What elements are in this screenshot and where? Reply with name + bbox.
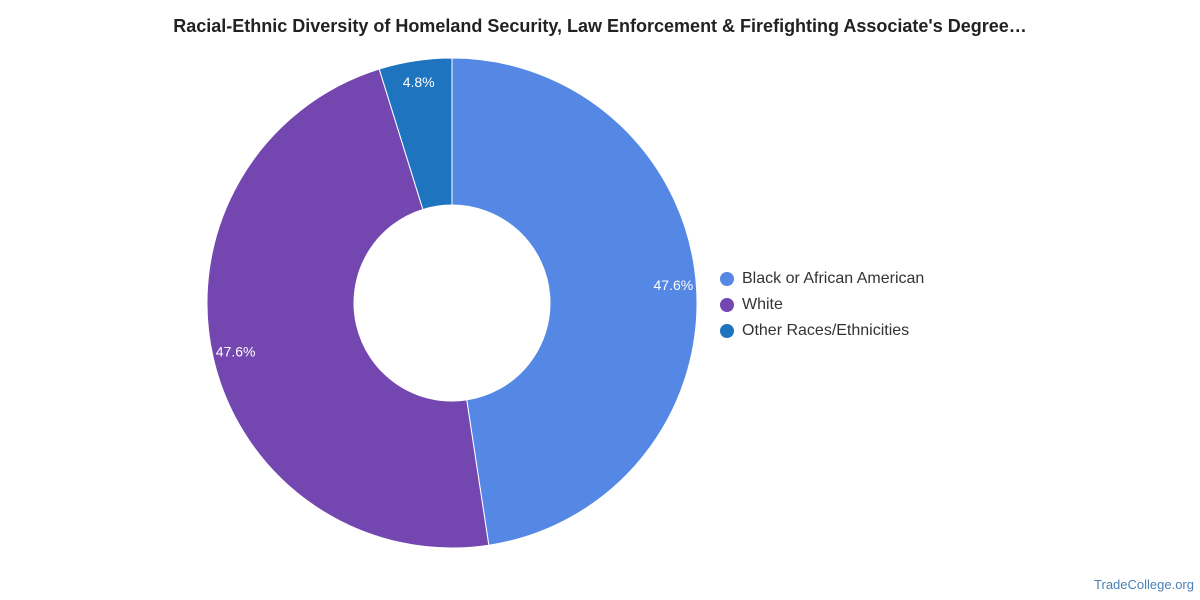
slice-value-label: 47.6% bbox=[216, 343, 256, 359]
legend-item-other-races-ethnicities[interactable]: Other Races/Ethnicities bbox=[720, 318, 924, 344]
donut-slice-black-or-african-american[interactable] bbox=[451, 57, 698, 546]
legend-label: Black or African American bbox=[742, 270, 925, 287]
slice-labels: 47.6% 47.6% 4.8% bbox=[216, 74, 693, 359]
legend-label: White bbox=[742, 296, 783, 313]
donut-slices bbox=[206, 57, 698, 549]
legend-swatch-icon bbox=[720, 324, 734, 338]
chart-title: Racial-Ethnic Diversity of Homeland Secu… bbox=[173, 16, 1027, 36]
source-credit-link[interactable]: TradeCollege.org bbox=[1094, 577, 1194, 592]
donut-slice-other-races-ethnicities[interactable] bbox=[378, 57, 453, 211]
donut-slice-white[interactable] bbox=[206, 68, 490, 549]
legend-swatch-icon bbox=[720, 272, 734, 286]
legend-item-black-or-african-american[interactable]: Black or African American bbox=[720, 266, 924, 292]
legend-item-white[interactable]: White bbox=[720, 292, 924, 318]
slice-value-label: 47.6% bbox=[654, 277, 694, 293]
slice-value-label: 4.8% bbox=[403, 74, 435, 90]
legend: Black or African American White Other Ra… bbox=[720, 266, 924, 344]
legend-label: Other Races/Ethnicities bbox=[742, 322, 910, 339]
legend-swatch-icon bbox=[720, 298, 734, 312]
